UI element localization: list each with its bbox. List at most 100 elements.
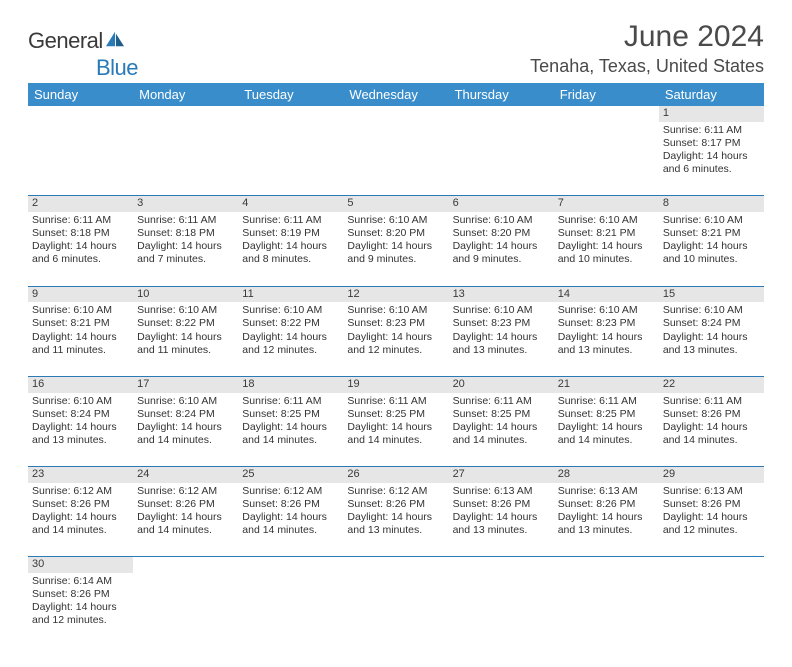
sunset-line: Sunset: 8:26 PM xyxy=(453,498,550,511)
daylight-line: Daylight: 14 hours and 6 minutes. xyxy=(32,240,129,266)
day-number-cell: 19 xyxy=(343,376,448,392)
daylight-line: Daylight: 14 hours and 13 minutes. xyxy=(32,421,129,447)
page-header: General June 2024 Tenaha, Texas, United … xyxy=(28,20,764,77)
day-cell: Sunrise: 6:10 AMSunset: 8:20 PMDaylight:… xyxy=(449,212,554,286)
day-number-cell: 17 xyxy=(133,376,238,392)
daylight-line: Daylight: 14 hours and 14 minutes. xyxy=(137,511,234,537)
daylight-line: Daylight: 14 hours and 14 minutes. xyxy=(137,421,234,447)
sunset-line: Sunset: 8:25 PM xyxy=(453,408,550,421)
sunrise-line: Sunrise: 6:13 AM xyxy=(558,485,655,498)
day-number-cell xyxy=(133,557,238,573)
day-cell xyxy=(238,573,343,647)
sunset-line: Sunset: 8:26 PM xyxy=(137,498,234,511)
day-number-cell xyxy=(28,106,133,122)
daylight-line: Daylight: 14 hours and 14 minutes. xyxy=(453,421,550,447)
calendar-body: 1Sunrise: 6:11 AMSunset: 8:17 PMDaylight… xyxy=(28,106,764,647)
sunrise-line: Sunrise: 6:11 AM xyxy=(137,214,234,227)
daynum-row: 30 xyxy=(28,557,764,573)
day-number-cell: 12 xyxy=(343,286,448,302)
sunrise-line: Sunrise: 6:10 AM xyxy=(32,395,129,408)
day-number-cell xyxy=(238,106,343,122)
weekday-header: Sunday xyxy=(28,83,133,106)
day-cell xyxy=(28,122,133,196)
sail-icon xyxy=(104,30,126,48)
sunset-line: Sunset: 8:20 PM xyxy=(347,227,444,240)
day-cell: Sunrise: 6:10 AMSunset: 8:24 PMDaylight:… xyxy=(133,393,238,467)
weekday-header-row: Sunday Monday Tuesday Wednesday Thursday… xyxy=(28,83,764,106)
day-cell: Sunrise: 6:11 AMSunset: 8:18 PMDaylight:… xyxy=(133,212,238,286)
sunset-line: Sunset: 8:24 PM xyxy=(32,408,129,421)
weekday-header: Wednesday xyxy=(343,83,448,106)
sunset-line: Sunset: 8:26 PM xyxy=(663,498,760,511)
location: Tenaha, Texas, United States xyxy=(530,56,764,77)
sunset-line: Sunset: 8:24 PM xyxy=(137,408,234,421)
day-number-cell xyxy=(238,557,343,573)
day-number-cell: 18 xyxy=(238,376,343,392)
weekday-header: Tuesday xyxy=(238,83,343,106)
day-cell: Sunrise: 6:12 AMSunset: 8:26 PMDaylight:… xyxy=(133,483,238,557)
day-cell xyxy=(133,573,238,647)
day-cell: Sunrise: 6:10 AMSunset: 8:21 PMDaylight:… xyxy=(659,212,764,286)
day-cell: Sunrise: 6:11 AMSunset: 8:19 PMDaylight:… xyxy=(238,212,343,286)
day-number-cell: 6 xyxy=(449,196,554,212)
sunset-line: Sunset: 8:25 PM xyxy=(347,408,444,421)
day-number-cell: 13 xyxy=(449,286,554,302)
calendar-table: Sunday Monday Tuesday Wednesday Thursday… xyxy=(28,83,764,647)
day-cell: Sunrise: 6:11 AMSunset: 8:17 PMDaylight:… xyxy=(659,122,764,196)
day-cell: Sunrise: 6:10 AMSunset: 8:23 PMDaylight:… xyxy=(449,302,554,376)
sunrise-line: Sunrise: 6:10 AM xyxy=(558,214,655,227)
daylight-line: Daylight: 14 hours and 8 minutes. xyxy=(242,240,339,266)
sunset-line: Sunset: 8:26 PM xyxy=(32,498,129,511)
sunset-line: Sunset: 8:18 PM xyxy=(32,227,129,240)
day-cell: Sunrise: 6:10 AMSunset: 8:21 PMDaylight:… xyxy=(28,302,133,376)
day-cell: Sunrise: 6:12 AMSunset: 8:26 PMDaylight:… xyxy=(343,483,448,557)
day-number-cell: 11 xyxy=(238,286,343,302)
daylight-line: Daylight: 14 hours and 14 minutes. xyxy=(663,421,760,447)
daylight-line: Daylight: 14 hours and 12 minutes. xyxy=(663,511,760,537)
sunrise-line: Sunrise: 6:10 AM xyxy=(663,214,760,227)
day-number-cell: 14 xyxy=(554,286,659,302)
day-number-cell xyxy=(343,106,448,122)
day-number-cell: 2 xyxy=(28,196,133,212)
day-cell xyxy=(449,573,554,647)
day-number-cell: 26 xyxy=(343,467,448,483)
day-number-cell: 25 xyxy=(238,467,343,483)
daylight-line: Daylight: 14 hours and 13 minutes. xyxy=(663,331,760,357)
day-number-cell: 24 xyxy=(133,467,238,483)
daylight-line: Daylight: 14 hours and 14 minutes. xyxy=(242,511,339,537)
day-cell: Sunrise: 6:11 AMSunset: 8:18 PMDaylight:… xyxy=(28,212,133,286)
sunset-line: Sunset: 8:25 PM xyxy=(242,408,339,421)
day-number-cell: 5 xyxy=(343,196,448,212)
sunrise-line: Sunrise: 6:11 AM xyxy=(242,395,339,408)
sunset-line: Sunset: 8:23 PM xyxy=(347,317,444,330)
day-cell: Sunrise: 6:11 AMSunset: 8:25 PMDaylight:… xyxy=(343,393,448,467)
sunset-line: Sunset: 8:22 PM xyxy=(242,317,339,330)
sunrise-line: Sunrise: 6:10 AM xyxy=(137,304,234,317)
week-row: Sunrise: 6:12 AMSunset: 8:26 PMDaylight:… xyxy=(28,483,764,557)
sunset-line: Sunset: 8:21 PM xyxy=(558,227,655,240)
sunset-line: Sunset: 8:24 PM xyxy=(663,317,760,330)
sunrise-line: Sunrise: 6:10 AM xyxy=(663,304,760,317)
day-number-cell: 3 xyxy=(133,196,238,212)
daylight-line: Daylight: 14 hours and 13 minutes. xyxy=(558,331,655,357)
day-cell: Sunrise: 6:12 AMSunset: 8:26 PMDaylight:… xyxy=(238,483,343,557)
sunrise-line: Sunrise: 6:12 AM xyxy=(32,485,129,498)
day-number-cell: 28 xyxy=(554,467,659,483)
day-number-cell: 9 xyxy=(28,286,133,302)
sunset-line: Sunset: 8:26 PM xyxy=(347,498,444,511)
day-cell: Sunrise: 6:13 AMSunset: 8:26 PMDaylight:… xyxy=(554,483,659,557)
daylight-line: Daylight: 14 hours and 12 minutes. xyxy=(242,331,339,357)
month-year: June 2024 xyxy=(530,20,764,54)
daylight-line: Daylight: 14 hours and 9 minutes. xyxy=(347,240,444,266)
daylight-line: Daylight: 14 hours and 13 minutes. xyxy=(453,511,550,537)
sunrise-line: Sunrise: 6:10 AM xyxy=(347,304,444,317)
day-number-cell: 8 xyxy=(659,196,764,212)
day-cell: Sunrise: 6:13 AMSunset: 8:26 PMDaylight:… xyxy=(659,483,764,557)
daylight-line: Daylight: 14 hours and 10 minutes. xyxy=(663,240,760,266)
day-cell: Sunrise: 6:11 AMSunset: 8:25 PMDaylight:… xyxy=(554,393,659,467)
daynum-row: 9101112131415 xyxy=(28,286,764,302)
sunrise-line: Sunrise: 6:11 AM xyxy=(558,395,655,408)
day-cell: Sunrise: 6:14 AMSunset: 8:26 PMDaylight:… xyxy=(28,573,133,647)
day-number-cell xyxy=(343,557,448,573)
day-cell xyxy=(449,122,554,196)
